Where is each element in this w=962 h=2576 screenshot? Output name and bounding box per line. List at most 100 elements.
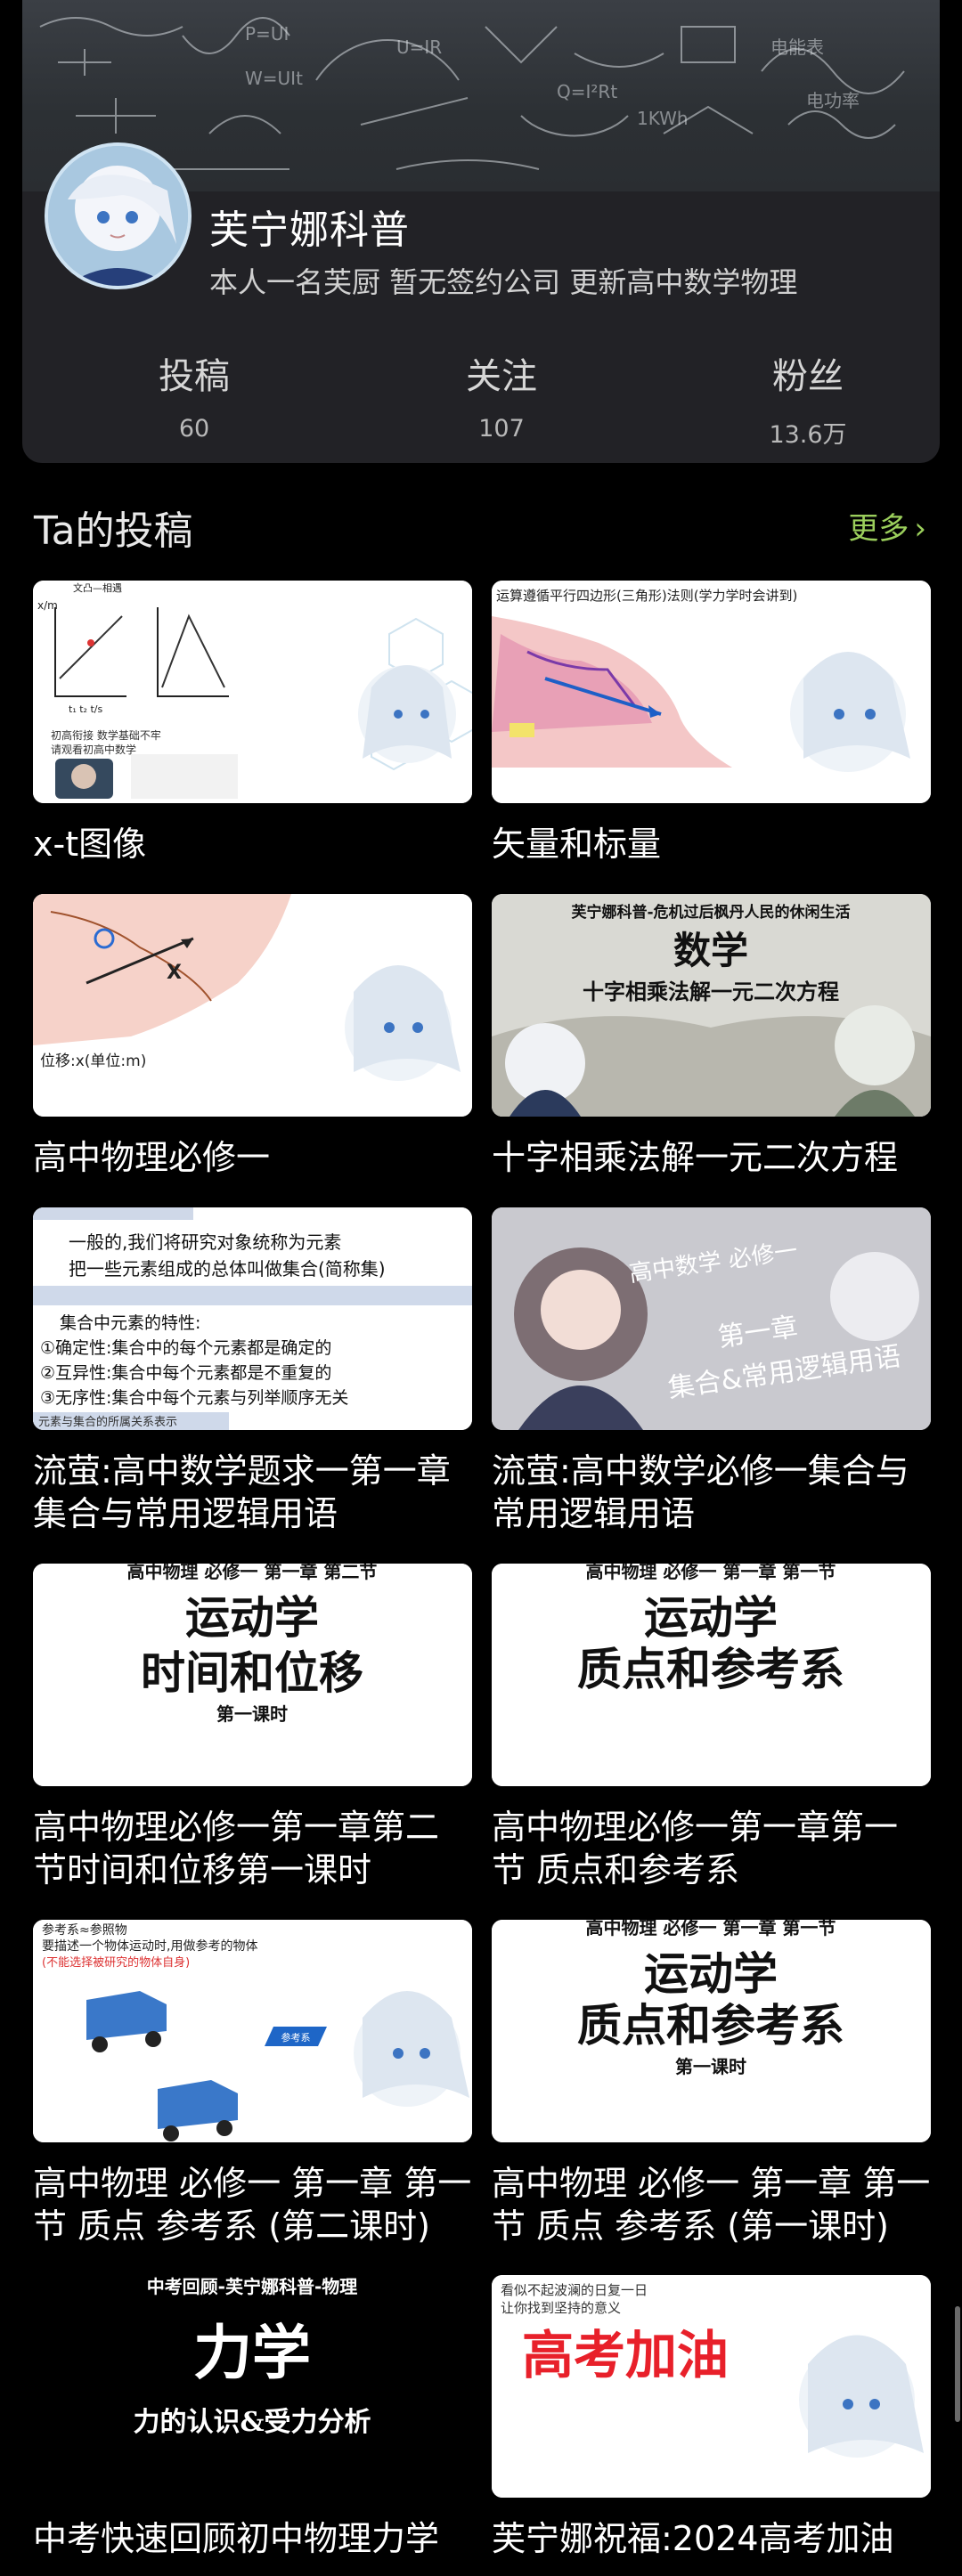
thumb-text: 参考系≈参照物	[42, 1922, 127, 1938]
video-title[interactable]: 高中物理必修一第一章第二节时间和位移第一课时	[33, 1808, 440, 1889]
video-thumbnail[interactable]: 运算遵循平行四边形(三角形)法则(学力学时会讲到)	[492, 581, 931, 803]
thumb-text: 质点和参考系	[577, 1999, 844, 2052]
thumb-text: 初高衔接 数学基础不牢	[51, 728, 161, 742]
thumb-text: 要描述一个物体运动时,用做参考的物体	[42, 1938, 257, 1954]
thumb-text: 参考系	[281, 2031, 311, 2044]
stat-submissions[interactable]: 投稿 60	[87, 347, 301, 443]
stat-label: 投稿	[159, 356, 230, 397]
video-title[interactable]: 流萤:高中数学题求一第一章集合与常用逻辑用语	[33, 1451, 451, 1533]
thumb-text: x/m	[37, 599, 58, 612]
svg-text:W=UIt: W=UIt	[245, 68, 303, 89]
profile-card: P=UI W=UIt U=IR Q=I²Rt 1KWh 电能表 电功率 芙宁娜科…	[22, 0, 940, 463]
thumb-text: 数学	[673, 929, 748, 972]
svg-text:1KWh: 1KWh	[637, 108, 689, 129]
video-thumbnail[interactable]: 看似不起波澜的日复一日 让你找到坚持的意义 高考加油	[492, 2275, 931, 2498]
thumb-text: 让你找到坚持的意义	[501, 2300, 621, 2316]
thumb-text: 时间和位移	[141, 1646, 363, 1699]
video-thumbnail[interactable]: 一般的,我们将研究对象统称为元素 把一些元素组成的总体叫做集合(简称集) 集合中…	[33, 1207, 472, 1430]
video-title[interactable]: 芙宁娜祝福:2024高考加油	[492, 2519, 894, 2558]
stat-following[interactable]: 关注 107	[395, 347, 608, 443]
video-card[interactable]: 一般的,我们将研究对象统称为元素 把一些元素组成的总体叫做集合(简称集) 集合中…	[33, 1207, 472, 1535]
thumb-text: 文凸—相遇	[73, 581, 122, 594]
thumb-text: t₁ t₂ t/s	[69, 703, 102, 715]
video-thumbnail[interactable]: X 位移:x(单位:m)	[33, 894, 472, 1117]
thumb-text: 运动学	[644, 1947, 778, 2000]
thumb-text: 位移:x(单位:m)	[40, 1052, 146, 1070]
video-card[interactable]: 芙宁娜科普-危机过后枫丹人民的休闲生活 数学 十字相乘法解一元二次方程 十字相乘…	[492, 894, 931, 1179]
thumb-text: 力的认识&受力分析	[133, 2407, 371, 2438]
video-title[interactable]: 高中物理必修一	[33, 1138, 271, 1177]
stat-value: 60	[178, 415, 210, 443]
video-card[interactable]: 高中数学 必修一 第一章 集合&常用逻辑用语 流萤:高中数学必修一集合与常用逻辑…	[492, 1207, 931, 1535]
thumb-text: 看似不起波澜的日复一日	[501, 2282, 648, 2298]
thumb-text: 元素与集合的所属关系表示	[38, 1415, 177, 1429]
stat-value: 13.6万	[769, 421, 847, 449]
chevron-right-icon: ›	[914, 511, 926, 547]
video-thumbnail[interactable]: 高中数学 必修一 第一章 集合&常用逻辑用语	[492, 1207, 931, 1430]
thumb-text: 十字相乘法解一元二次方程	[583, 979, 839, 1004]
thumb-text: 把一些元素组成的总体叫做集合(简称集)	[69, 1258, 386, 1280]
stat-followers[interactable]: 粉丝 13.6万	[701, 347, 915, 450]
svg-text:P=UI: P=UI	[245, 23, 289, 45]
thumb-text: 高中物理 必修一 第一章 第一节	[586, 1920, 836, 1938]
video-card[interactable]: X 位移:x(单位:m) 高中物理必修一	[33, 894, 472, 1179]
more-link[interactable]: 更多 ›	[848, 504, 926, 548]
video-title[interactable]: 流萤:高中数学必修一集合与常用逻辑用语	[492, 1451, 909, 1533]
thumb-text: 力学	[193, 2318, 311, 2387]
video-card[interactable]: 高中物理 必修一 第一章 第一节 运动学 质点和参考系 第一课时 高中物理 必修…	[492, 1920, 931, 2247]
thumb-text: 集合中元素的特性:	[60, 1313, 200, 1333]
thumb-text: 质点和参考系	[577, 1643, 844, 1695]
video-card[interactable]: 文凸—相遇 x/m t₁ t₂ t/s 初高衔接 数学基础不牢 请观看初高中数学…	[33, 581, 472, 865]
avatar[interactable]	[45, 142, 192, 289]
thumb-text: 请观看初高中数学	[51, 743, 136, 756]
thumb-text: (不能选择被研究的物体自身)	[42, 1955, 190, 1970]
video-card[interactable]: 参考系≈参照物 要描述一个物体运动时,用做参考的物体 (不能选择被研究的物体自身…	[33, 1920, 472, 2247]
thumb-text: 中考回顾-芙宁娜科普-物理	[147, 2276, 358, 2297]
profile-banner: P=UI W=UIt U=IR Q=I²Rt 1KWh 电能表 电功率	[22, 0, 940, 191]
section-title: Ta的投稿	[34, 508, 193, 554]
svg-text:Q=I²Rt: Q=I²Rt	[557, 81, 617, 102]
thumb-text: ②互异性:集合中每个元素都是不重复的	[40, 1363, 331, 1383]
more-link-label: 更多	[848, 511, 909, 547]
profile-name: 芙宁娜科普	[209, 207, 410, 253]
video-thumbnail[interactable]: 中考回顾-芙宁娜科普-物理 力学 力的认识&受力分析	[33, 2275, 472, 2498]
video-title[interactable]: 高中物理 必修一 第一章 第一节 质点 参考系 (第一课时)	[492, 2164, 931, 2246]
thumb-text: 高中物理 必修一 第一章 第一节	[586, 1564, 836, 1582]
profile-bio: 本人一名芙厨 暂无签约公司 更新高中数学物理	[209, 265, 798, 299]
video-card[interactable]: 运算遵循平行四边形(三角形)法则(学力学时会讲到) 矢量和标量	[492, 581, 931, 865]
thumb-text: 高中物理 必修一 第一章 第二节	[127, 1564, 378, 1582]
thumb-text: 第一课时	[216, 1703, 288, 1725]
stat-value: 107	[478, 415, 525, 443]
video-thumbnail[interactable]: 高中物理 必修一 第一章 第一节 运动学 质点和参考系	[492, 1564, 931, 1786]
stat-label: 关注	[466, 356, 537, 397]
video-card[interactable]: 中考回顾-芙宁娜科普-物理 力学 力的认识&受力分析 中考快速回顾初中物理力学	[33, 2275, 472, 2560]
svg-text:电功率: 电功率	[806, 90, 860, 111]
thumb-text: 高考加油	[522, 2325, 729, 2385]
video-thumbnail[interactable]: 高中物理 必修一 第一章 第一节 运动学 质点和参考系 第一课时	[492, 1920, 931, 2142]
video-title[interactable]: 高中物理 必修一 第一章 第一节 质点 参考系 (第二课时)	[33, 2164, 472, 2246]
video-title[interactable]: 十字相乘法解一元二次方程	[492, 1138, 899, 1177]
video-thumbnail[interactable]: 高中物理 必修一 第一章 第二节 运动学 时间和位移 第一课时	[33, 1564, 472, 1786]
thumb-text: 运动学	[185, 1591, 319, 1644]
video-thumbnail[interactable]: 芙宁娜科普-危机过后枫丹人民的休闲生活 数学 十字相乘法解一元二次方程	[492, 894, 931, 1117]
thumb-text: ①确定性:集合中的每个元素都是确定的	[40, 1338, 331, 1358]
svg-text:U=IR: U=IR	[396, 37, 442, 58]
thumb-text: 一般的,我们将研究对象统称为元素	[69, 1231, 341, 1253]
video-thumbnail[interactable]: 参考系≈参照物 要描述一个物体运动时,用做参考的物体 (不能选择被研究的物体自身…	[33, 1920, 472, 2142]
video-card[interactable]: 高中物理 必修一 第一章 第一节 运动学 质点和参考系 高中物理必修一第一章第一…	[492, 1564, 931, 1891]
stat-label: 粉丝	[772, 356, 844, 397]
video-title[interactable]: 中考快速回顾初中物理力学	[33, 2519, 440, 2558]
video-card[interactable]: 高中物理 必修一 第一章 第二节 运动学 时间和位移 第一课时 高中物理必修一第…	[33, 1564, 472, 1891]
svg-text:电能表: 电能表	[770, 37, 824, 58]
thumb-text: 运动学	[644, 1591, 778, 1644]
scrollbar[interactable]	[955, 2306, 960, 2422]
video-title[interactable]: x-t图像	[33, 825, 147, 864]
thumb-text: 运算遵循平行四边形(三角形)法则(学力学时会讲到)	[496, 588, 797, 604]
thumb-text: 芙宁娜科普-危机过后枫丹人民的休闲生活	[571, 903, 850, 922]
thumb-text: ③无序性:集合中每个元素与列举顺序无关	[40, 1388, 348, 1408]
video-thumbnail[interactable]: 文凸—相遇 x/m t₁ t₂ t/s 初高衔接 数学基础不牢 请观看初高中数学	[33, 581, 472, 803]
video-title[interactable]: 矢量和标量	[492, 825, 662, 864]
svg-text:X: X	[167, 962, 182, 984]
video-card[interactable]: 看似不起波澜的日复一日 让你找到坚持的意义 高考加油 芙宁娜祝福:2024高考加…	[492, 2275, 931, 2560]
video-title[interactable]: 高中物理必修一第一章第一节 质点和参考系	[492, 1808, 899, 1889]
